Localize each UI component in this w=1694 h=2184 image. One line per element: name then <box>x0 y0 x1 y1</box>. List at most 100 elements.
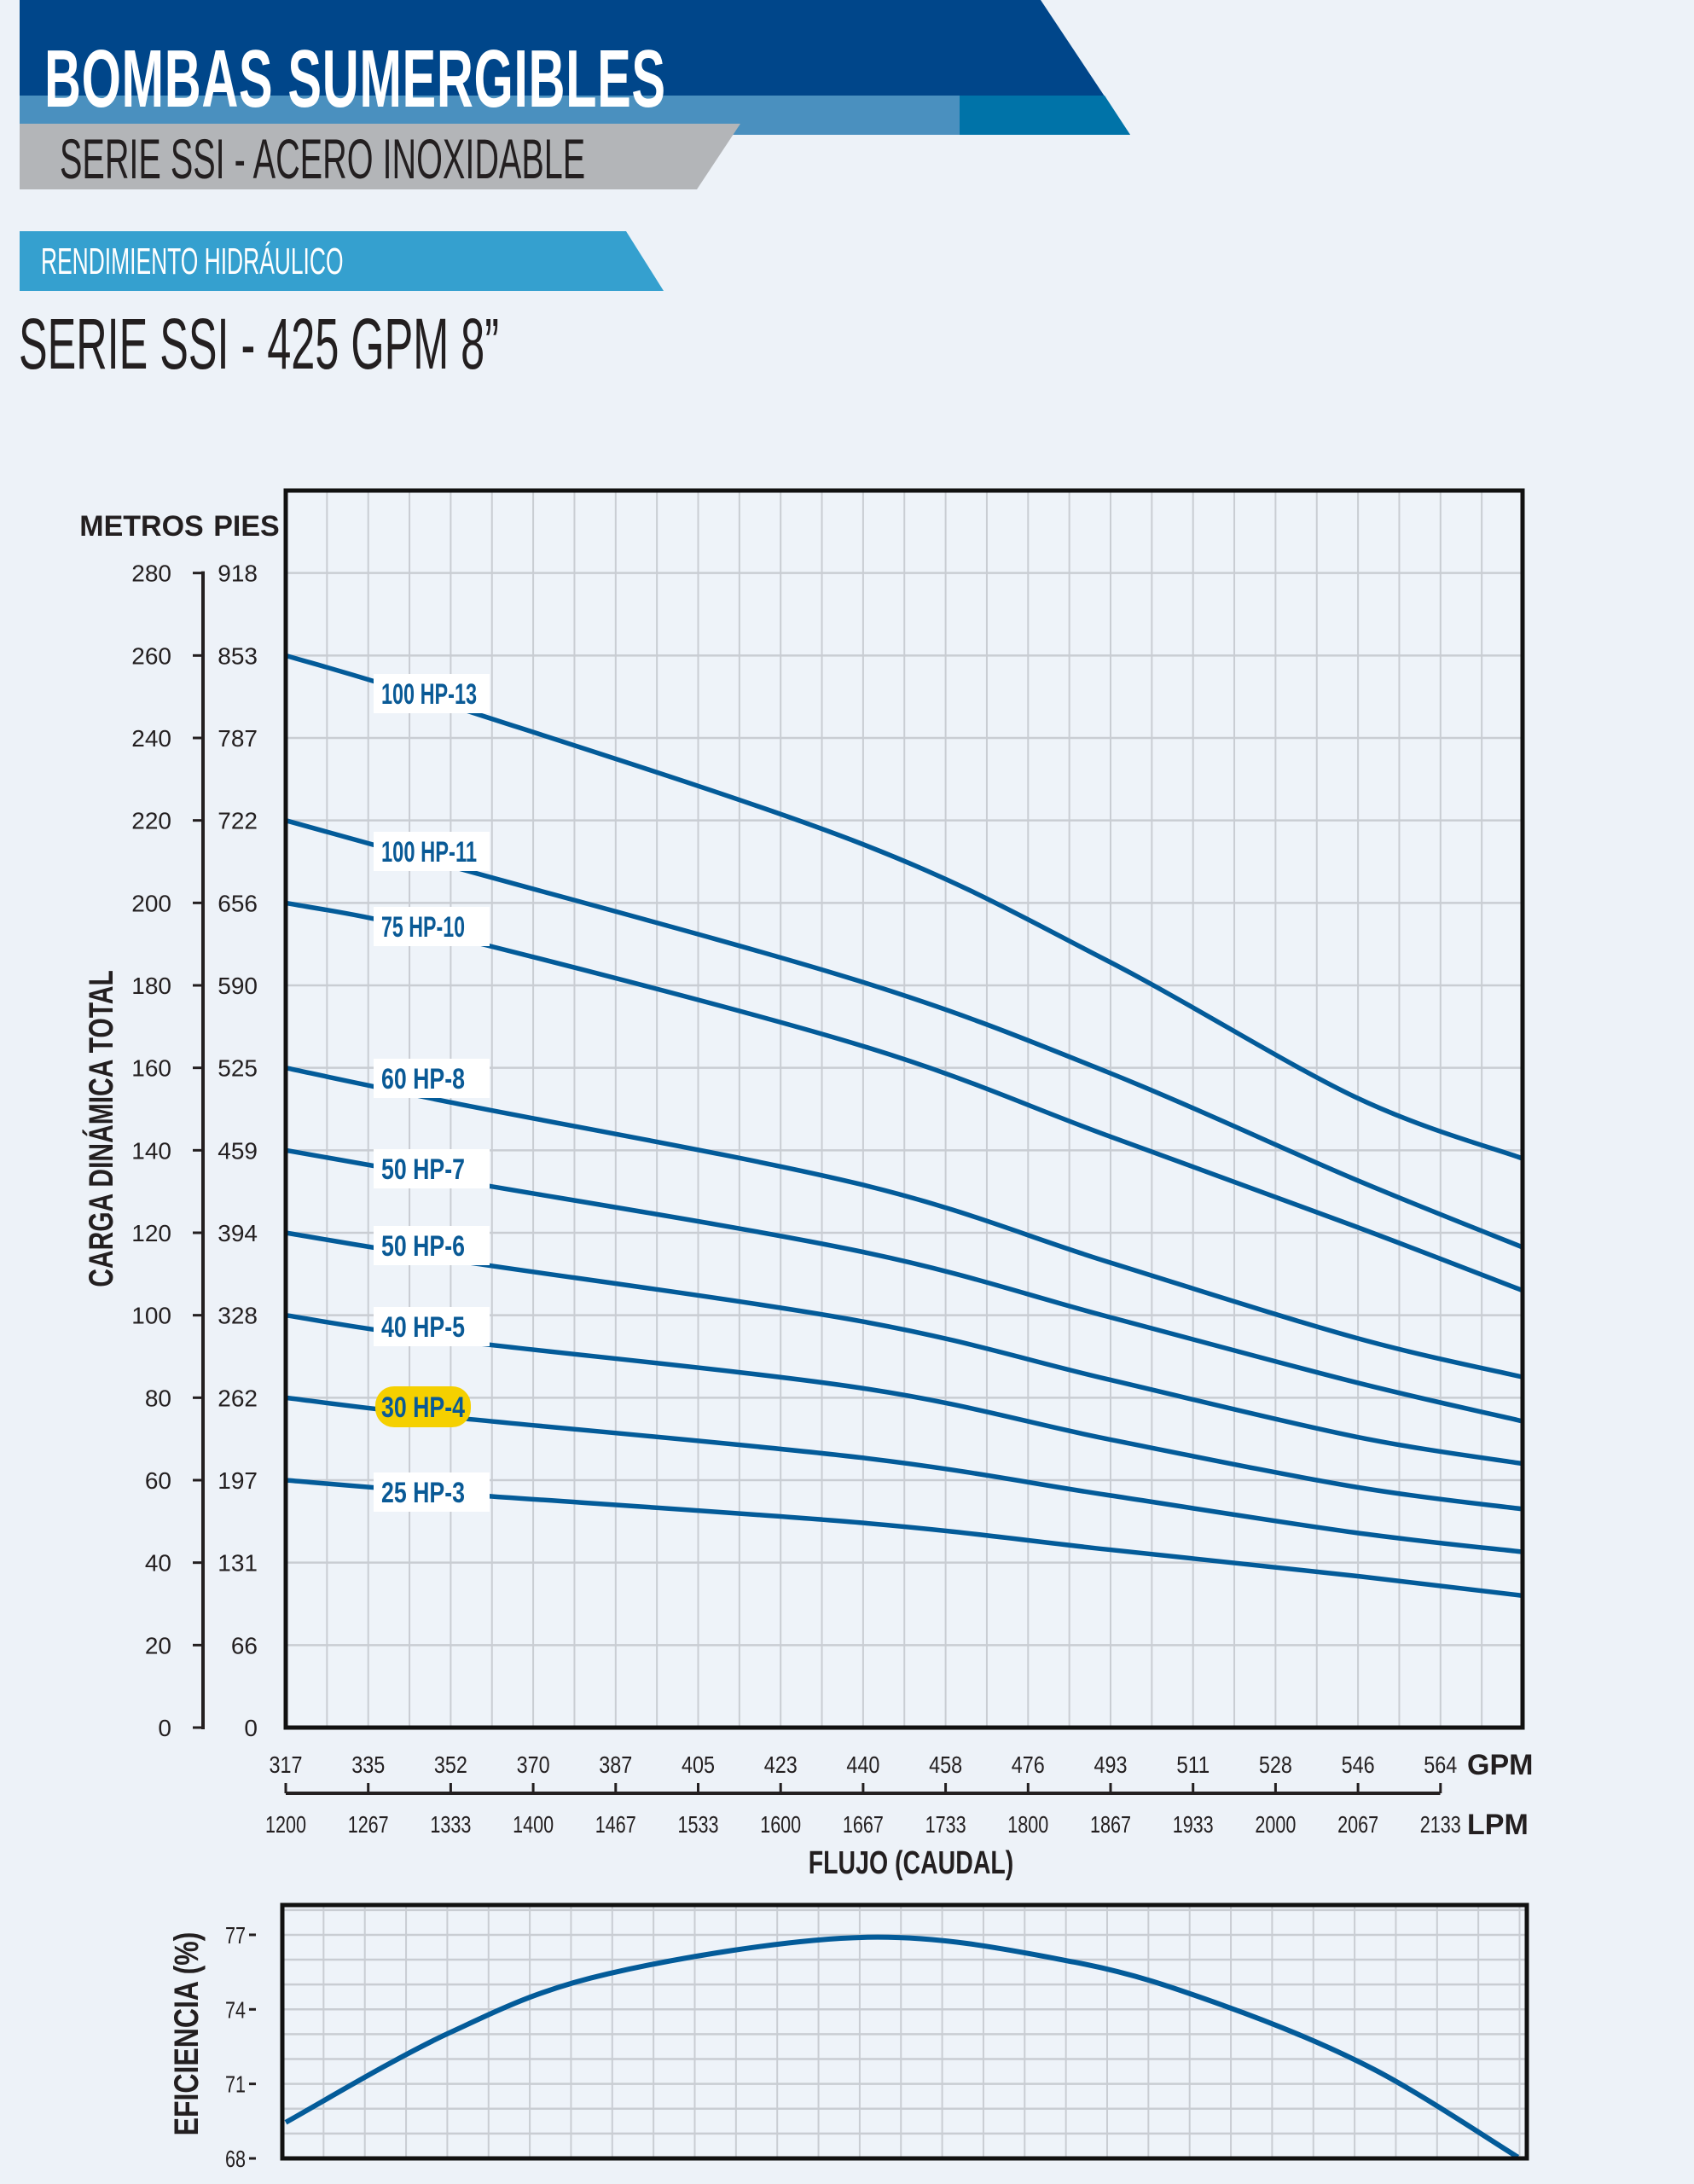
page-title: BOMBAS SUMERGIBLES <box>44 32 1047 126</box>
gpm-tick-label: 564 <box>1424 1751 1457 1778</box>
header-accent-band <box>960 96 1130 135</box>
gpm-tick-label: 511 <box>1176 1751 1210 1778</box>
metros-tick-label: 140 <box>131 1137 171 1164</box>
subtitle-band <box>20 124 740 189</box>
gpm-tick-label: 352 <box>434 1751 467 1778</box>
efficiency-chart-grid <box>282 1905 1527 2158</box>
pies-tick-label: 918 <box>218 561 258 587</box>
metros-tick-label: 100 <box>131 1303 171 1329</box>
metros-tick-label: 80 <box>145 1385 171 1411</box>
pies-tick-label: 787 <box>218 725 258 752</box>
lpm-tick-label: 1600 <box>760 1811 801 1838</box>
metros-tick-label: 220 <box>131 808 171 834</box>
metros-tick-label: 160 <box>131 1055 171 1082</box>
gpm-tick-label: 493 <box>1094 1751 1128 1778</box>
metros-tick-label: 240 <box>131 725 171 752</box>
efficiency-plot-background <box>282 1905 1527 2158</box>
header-banner <box>20 0 1130 291</box>
efficiency-tick-label: 77 <box>225 1922 246 1949</box>
section-label: RENDIMIENTO HIDRÁULICO <box>41 241 545 283</box>
lpm-tick-label: 1467 <box>595 1811 636 1838</box>
label-background <box>374 1226 490 1265</box>
curve-label-text: 100 HP-11 <box>381 836 477 868</box>
head-chart-frame <box>283 488 1525 1730</box>
efficiency-tick-label: 74 <box>225 1996 246 2023</box>
metros-tick-label: 260 <box>131 642 171 669</box>
lpm-tick-label: 1933 <box>1173 1811 1214 1838</box>
curve-label-text: 25 HP-3 <box>381 1477 465 1509</box>
metros-unit-label: METROS <box>79 510 203 543</box>
page-title-text: BOMBAS SUMERGIBLES <box>44 33 666 125</box>
series-subtitle: SERIE SSI - ACERO INOXIDABLE <box>60 126 936 191</box>
pies-tick-label: 197 <box>218 1467 258 1494</box>
pies-tick-label: 66 <box>231 1632 258 1658</box>
pies-tick-label: 328 <box>218 1303 258 1329</box>
head-curve-60-hp-8 <box>285 1065 1523 1380</box>
label-background <box>374 1149 490 1188</box>
pies-tick-label: 394 <box>218 1220 258 1246</box>
pies-tick-label: 131 <box>218 1550 258 1577</box>
lpm-tick-label: 2133 <box>1420 1811 1461 1838</box>
pies-tick-label: 722 <box>218 808 258 834</box>
gpm-tick-label: 370 <box>517 1751 550 1778</box>
section-label-text: RENDIMIENTO HIDRÁULICO <box>41 241 344 282</box>
efficiency-tick-label: 71 <box>225 2071 246 2098</box>
y-axis-title: CARGA DINÁMICA TOTAL <box>82 970 120 1287</box>
label-background <box>374 674 490 713</box>
curve-label: 50 HP-6 <box>374 1226 490 1265</box>
gpm-tick-label: 405 <box>682 1751 715 1778</box>
lpm-tick-label: 2067 <box>1337 1811 1378 1838</box>
curve-label-text: 30 HP-4 <box>381 1391 465 1424</box>
lpm-tick-label: 1533 <box>678 1811 719 1838</box>
efficiency-chart-frame <box>280 1902 1529 2161</box>
metros-tick-label: 20 <box>145 1632 171 1658</box>
lpm-tick-label: 2000 <box>1255 1811 1296 1838</box>
curve-label: 60 HP-8 <box>374 1059 490 1098</box>
efficiency-tick-label: 68 <box>225 2146 246 2172</box>
gpm-tick-label: 335 <box>351 1751 385 1778</box>
gpm-tick-label: 458 <box>929 1751 962 1778</box>
lpm-tick-label: 1867 <box>1090 1811 1131 1838</box>
curve-label: 25 HP-3 <box>374 1472 490 1512</box>
lpm-unit-label: LPM <box>1467 1809 1529 1841</box>
gpm-tick-label: 317 <box>270 1751 303 1778</box>
gpm-unit-label: GPM <box>1467 1749 1533 1781</box>
metros-tick-label: 180 <box>131 973 171 999</box>
label-background <box>374 1059 490 1098</box>
curve-label: 100 HP-13 <box>374 674 490 713</box>
metros-tick-label: 200 <box>131 890 171 916</box>
pies-tick-label: 656 <box>218 890 258 916</box>
x-axis-title: FLUJO (CAUDAL) <box>809 1845 1014 1881</box>
curve-label-text: 40 HP-5 <box>381 1311 465 1344</box>
efficiency-axes: 68 71 74 77 <box>225 1922 256 2172</box>
label-background <box>374 1307 490 1346</box>
pies-tick-label: 853 <box>218 642 258 669</box>
lpm-tick-label: 1333 <box>430 1811 471 1838</box>
pies-tick-label: 525 <box>218 1055 258 1082</box>
gpm-tick-label: 387 <box>599 1751 632 1778</box>
lpm-tick-label: 1667 <box>843 1811 884 1838</box>
highlight-badge <box>375 1386 471 1427</box>
metros-tick-label: 280 <box>131 561 171 587</box>
label-background <box>374 832 490 871</box>
lpm-tick-label: 1800 <box>1007 1811 1048 1838</box>
efficiency-axis-title: EFICIENCIA (%) <box>167 1932 206 2136</box>
curve-label-text: 75 HP-10 <box>381 911 465 944</box>
label-background <box>374 1472 490 1512</box>
curve-label-text: 60 HP-8 <box>381 1063 465 1095</box>
metros-tick-label: 0 <box>158 1715 171 1741</box>
head-chart-axes: 0 0 20 66 40 131 60 197 80 262 100 328 120 394 140 459 1… <box>131 561 1461 1838</box>
curve-label: 75 HP-10 <box>374 907 490 946</box>
lpm-tick-label: 1200 <box>265 1811 306 1838</box>
gpm-tick-label: 546 <box>1342 1751 1375 1778</box>
curve-label: 100 HP-11 <box>374 832 490 871</box>
gpm-tick-label: 440 <box>846 1751 879 1778</box>
curve-label-text: 100 HP-13 <box>381 678 477 711</box>
gpm-tick-label: 528 <box>1259 1751 1292 1778</box>
pies-tick-label: 0 <box>244 1715 258 1741</box>
pies-tick-label: 262 <box>218 1385 258 1411</box>
series-subtitle-text: SERIE SSI - ACERO INOXIDABLE <box>60 127 586 190</box>
curve-labels: 100 HP-13 100 HP-11 75 HP-10 60 HP-8 50 HP-7… <box>374 674 490 1512</box>
curve-label: 50 HP-7 <box>374 1149 490 1188</box>
